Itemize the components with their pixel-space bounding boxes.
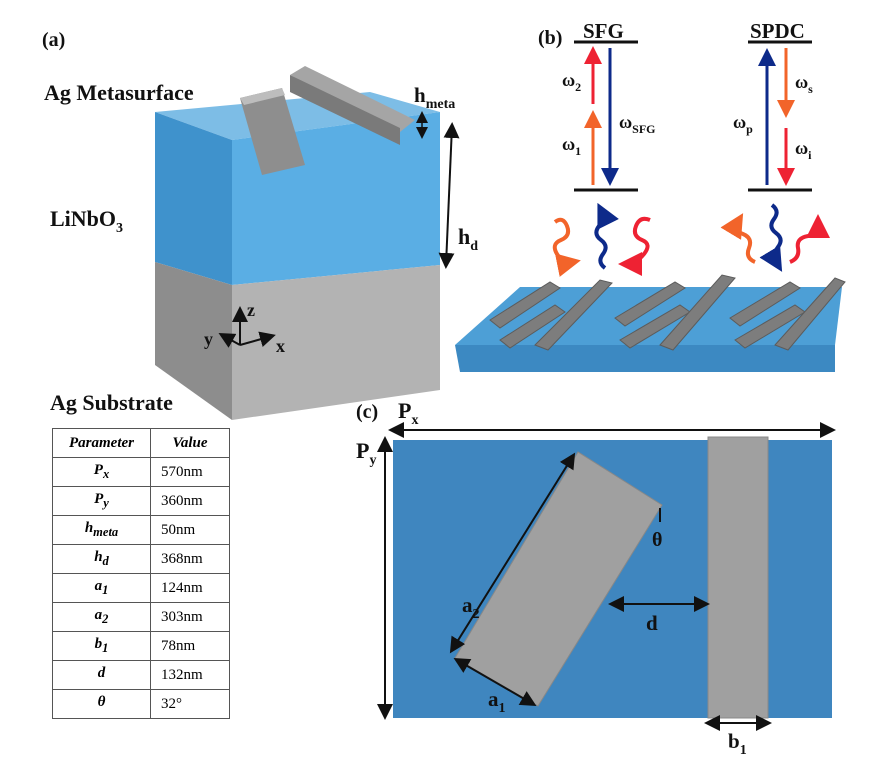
a2-arrow: [449, 452, 576, 654]
omega1-label: ω1: [562, 134, 581, 158]
table-header-row: Parameter Value: [52, 428, 230, 458]
omega-sfg-label: ωSFG: [619, 112, 656, 136]
value-cell: 368nm: [150, 544, 230, 574]
param-cell: a1: [52, 573, 151, 603]
omega-i-label: ωi: [795, 138, 812, 162]
value-cell: 570nm: [150, 457, 230, 487]
dielectric-label: LiNbO3: [50, 206, 123, 236]
b1-label: b1: [728, 729, 747, 758]
value-cell: 32°: [150, 689, 230, 719]
layered-block: [155, 92, 440, 420]
header-parameter: Parameter: [52, 428, 151, 458]
table-row: θ 32°: [52, 689, 230, 719]
table-row: a1 124nm: [52, 573, 230, 603]
table-row: hd 368nm: [52, 544, 230, 574]
value-cell: 132nm: [150, 660, 230, 690]
h-d-arrow: [438, 122, 460, 269]
metasurface-label: Ag Metasurface: [44, 80, 194, 105]
value-cell: 124nm: [150, 573, 230, 603]
parameter-table: Parameter Value Px 570nm Py 360nm hmeta 50nm h…: [52, 428, 230, 719]
panel-b-label: (b): [538, 27, 562, 49]
py-label: Py: [356, 438, 376, 468]
param-cell: hmeta: [52, 515, 151, 545]
sfg-title: SFG: [583, 19, 624, 43]
omega-s-label: ωs: [795, 72, 813, 96]
table-row: a2 303nm: [52, 602, 230, 632]
param-cell: Px: [52, 457, 151, 487]
y-axis-label: y: [204, 329, 213, 349]
x-axis-label: x: [276, 336, 285, 356]
px-label: Px: [398, 398, 418, 428]
metasurface-slab: [455, 274, 846, 372]
d-label: d: [646, 611, 658, 635]
a1-arrow: [453, 657, 537, 707]
a1-label: a1: [488, 687, 506, 716]
theta-label: θ: [652, 529, 662, 551]
value-cell: 78nm: [150, 631, 230, 661]
table-row: b1 78nm: [52, 631, 230, 661]
table-row: Py 360nm: [52, 486, 230, 516]
param-cell: hd: [52, 544, 151, 574]
value-cell: 50nm: [150, 515, 230, 545]
z-axis-label: z: [247, 300, 255, 320]
param-cell: a2: [52, 602, 151, 632]
table-row: Px 570nm: [52, 457, 230, 487]
metasurface-bars: [240, 66, 415, 175]
photon-waves: [552, 202, 830, 277]
straight-bar: [707, 436, 769, 719]
value-cell: 360nm: [150, 486, 230, 516]
panel-c-label: (c): [356, 401, 378, 423]
omega-p-label: ωp: [733, 112, 753, 136]
h-d-label: hd: [458, 224, 478, 254]
panel-a-label: (a): [42, 29, 65, 51]
param-cell: b1: [52, 631, 151, 661]
param-cell: d: [52, 660, 151, 690]
param-cell: θ: [52, 689, 151, 719]
substrate-label: Ag Substrate: [50, 390, 173, 415]
spdc-title: SPDC: [750, 19, 805, 43]
coordinate-axes: z x y: [204, 300, 285, 356]
header-value: Value: [150, 428, 230, 458]
a2-label: a2: [462, 593, 480, 622]
omega2-label: ω2: [562, 70, 581, 94]
value-cell: 303nm: [150, 602, 230, 632]
param-cell: Py: [52, 486, 151, 516]
table-row: d 132nm: [52, 660, 230, 690]
h-meta-label: hmeta: [414, 83, 455, 112]
table-row: hmeta 50nm: [52, 515, 230, 545]
